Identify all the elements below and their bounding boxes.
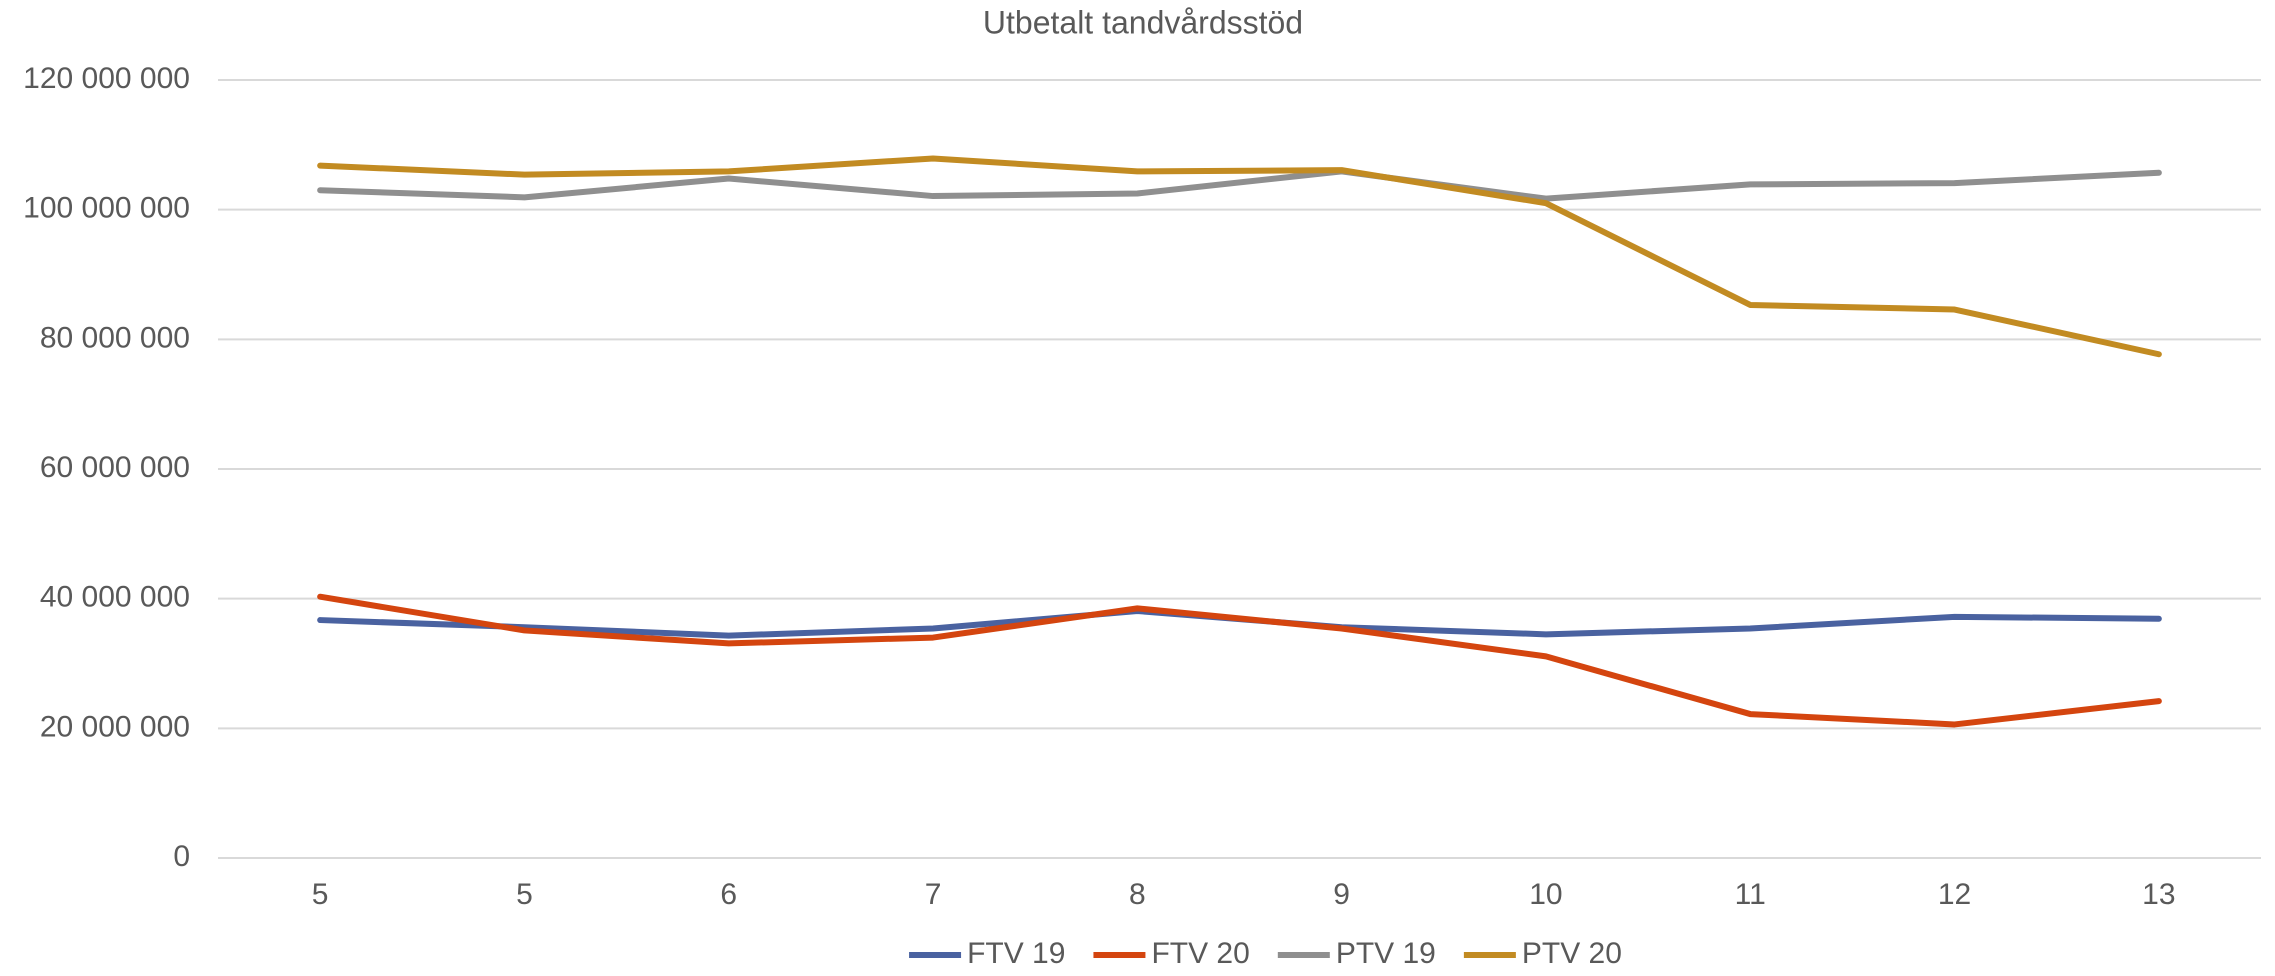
- series-line: [317, 593, 2162, 728]
- x-tick-label: 8: [1129, 878, 1146, 911]
- x-tick-label: 10: [1529, 878, 1562, 911]
- x-tick-label: 5: [516, 878, 533, 911]
- x-tick-label: 7: [925, 878, 942, 911]
- y-tick-label: 80 000 000: [40, 321, 190, 354]
- x-tick-label: 12: [1938, 878, 1971, 911]
- legend-label: FTV 20: [1151, 937, 1249, 970]
- y-tick-label: 60 000 000: [40, 451, 190, 484]
- x-tick-label: 5: [312, 878, 329, 911]
- y-tick-label: 20 000 000: [40, 710, 190, 743]
- x-tick-label: 13: [2142, 878, 2175, 911]
- y-tick-label: 120 000 000: [23, 62, 190, 95]
- y-tick-label: 0: [173, 840, 190, 873]
- y-tick-label: 100 000 000: [23, 192, 190, 225]
- legend-label: FTV 19: [967, 937, 1065, 970]
- series-line: [317, 155, 2162, 358]
- legend-label: PTV 19: [1336, 937, 1436, 970]
- x-tick-label: 11: [1735, 878, 1766, 911]
- x-tick-label: 6: [720, 878, 737, 911]
- y-tick-label: 40 000 000: [40, 581, 190, 614]
- x-tick-label: 9: [1333, 878, 1350, 911]
- series-line: [317, 168, 2162, 202]
- series-line: [317, 607, 2162, 639]
- chart-title: Utbetalt tandvårdsstöd: [983, 4, 1303, 40]
- legend-label: PTV 20: [1522, 937, 1622, 970]
